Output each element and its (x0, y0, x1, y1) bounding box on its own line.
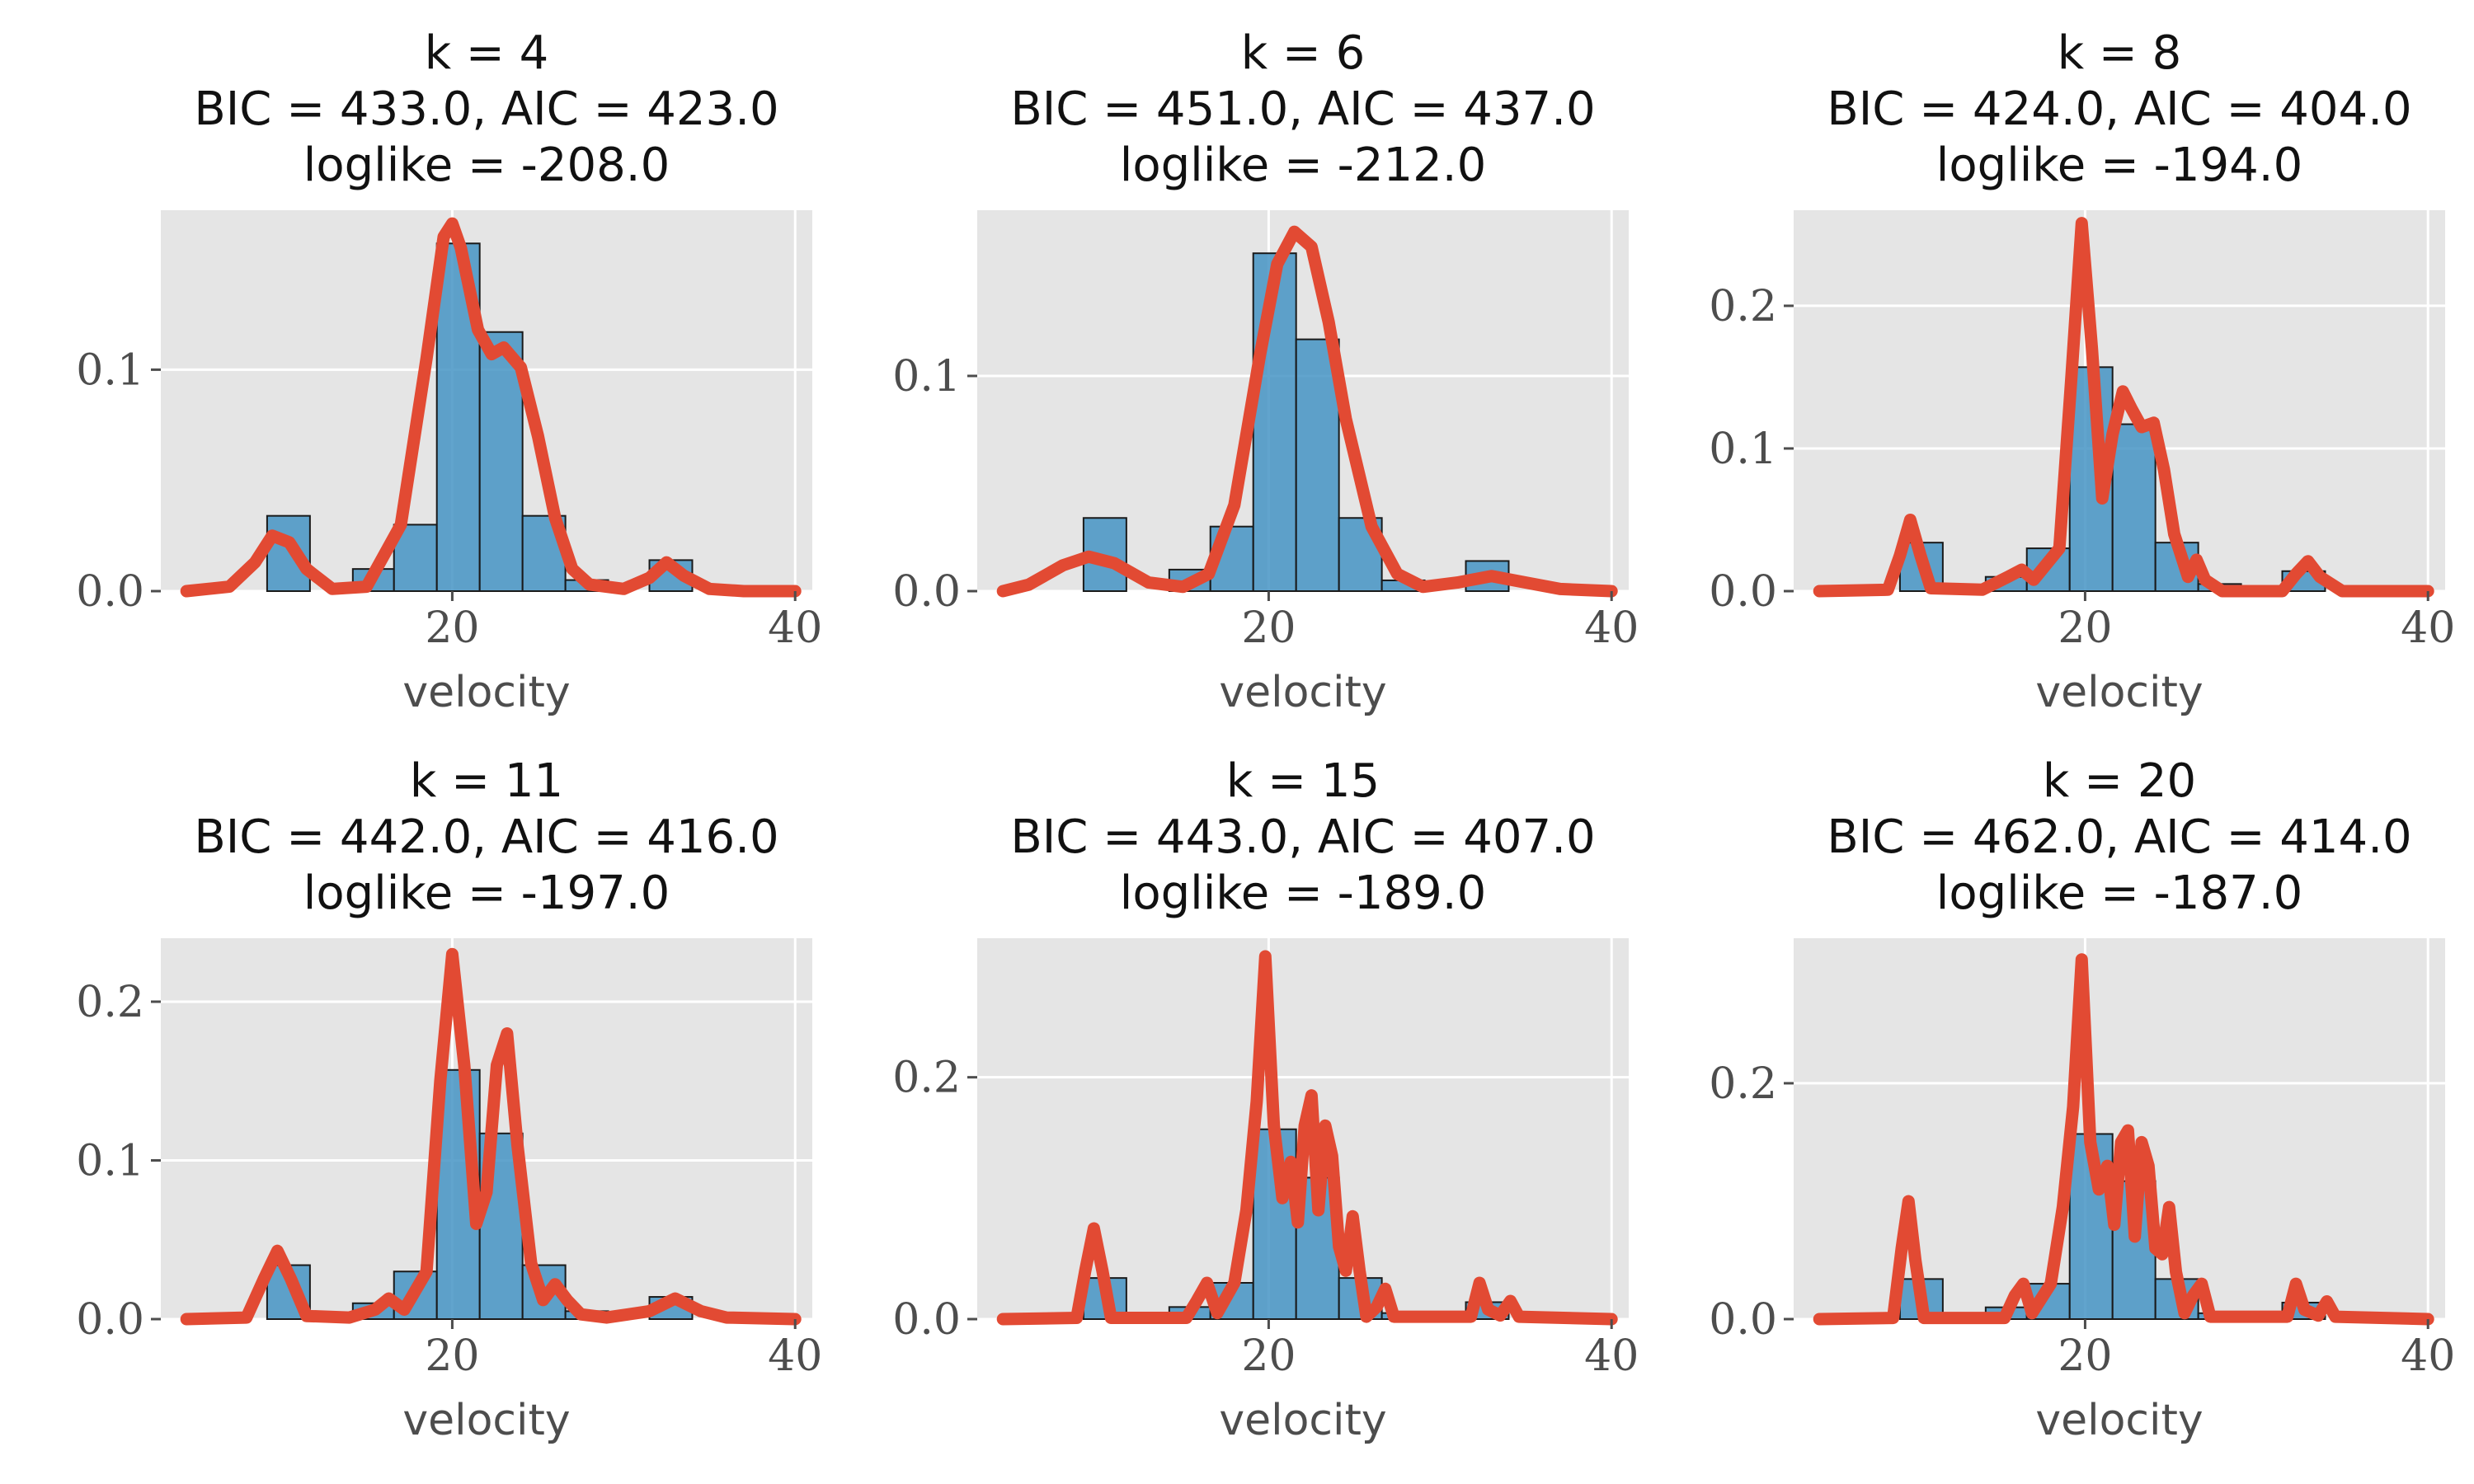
y-tick-label: 0.0 (1709, 1295, 1777, 1345)
y-tick-label: 0.2 (1709, 282, 1777, 331)
subplot-title-line: loglike = -189.0 (1120, 866, 1486, 920)
subplot-title-line: BIC = 462.0, AIC = 414.0 (1827, 810, 2411, 864)
y-tick-label: 0.1 (1709, 425, 1777, 474)
y-tick-label: 0.2 (76, 978, 144, 1027)
x-tick-label: 40 (1584, 603, 1639, 653)
subplot-title-line: k = 8 (2058, 26, 2182, 80)
y-tick-label: 0.0 (892, 567, 961, 617)
x-tick-label: 20 (425, 1331, 479, 1381)
subplot-title-line: k = 4 (425, 26, 549, 80)
subplot-title-line: BIC = 451.0, AIC = 437.0 (1010, 82, 1595, 136)
density-curve (1813, 217, 2434, 598)
x-tick-label: 20 (2058, 1331, 2112, 1381)
subplot-title-line: k = 20 (2043, 754, 2196, 808)
subplot-title-line: BIC = 433.0, AIC = 423.0 (194, 82, 778, 136)
subplot-title-line: loglike = -194.0 (1936, 139, 2302, 192)
histogram-bar (2111, 423, 2157, 592)
x-axis-label: velocity (1219, 1396, 1386, 1445)
x-axis-label: velocity (2035, 1396, 2203, 1445)
subplot-title-line: loglike = -187.0 (1936, 866, 2302, 920)
x-tick-label: 20 (1241, 1331, 1296, 1381)
x-axis-label: velocity (1219, 668, 1386, 717)
x-tick-label: 40 (768, 1331, 822, 1381)
subplot-title-line: k = 11 (410, 754, 563, 808)
y-tick-label: 0.1 (76, 345, 144, 395)
x-axis-label: velocity (402, 668, 570, 717)
subplot-title-line: BIC = 443.0, AIC = 407.0 (1010, 810, 1595, 864)
density-curve (1813, 953, 2434, 1326)
x-tick-label: 40 (768, 603, 822, 653)
density-curve (180, 947, 802, 1326)
subplot-title-line: loglike = -212.0 (1120, 139, 1486, 192)
x-tick-label: 20 (2058, 603, 2112, 653)
histogram-bar (435, 242, 481, 592)
subplot-title-line: loglike = -208.0 (303, 139, 670, 192)
subplot-title-line: BIC = 424.0, AIC = 404.0 (1827, 82, 2411, 136)
y-tick-label: 0.0 (76, 1295, 144, 1345)
y-tick-label: 0.0 (1709, 567, 1777, 617)
subplot-title-line: BIC = 442.0, AIC = 416.0 (194, 810, 778, 864)
x-tick-label: 40 (2401, 603, 2455, 653)
density-curve (996, 225, 1618, 598)
x-tick-label: 20 (425, 603, 479, 653)
y-tick-label: 0.2 (892, 1054, 961, 1103)
density-curve (996, 950, 1618, 1326)
x-axis-label: velocity (2035, 668, 2203, 717)
x-tick-label: 20 (1241, 603, 1296, 653)
y-tick-label: 0.1 (892, 352, 961, 402)
subplot-title-line: k = 6 (1241, 26, 1366, 80)
y-tick-label: 0.2 (1709, 1059, 1777, 1109)
histogram-bar (478, 331, 524, 592)
x-tick-label: 40 (1584, 1331, 1639, 1381)
subplot-title-line: k = 15 (1226, 754, 1380, 808)
density-curve (180, 217, 802, 598)
y-tick-label: 0.0 (76, 567, 144, 617)
x-axis-label: velocity (402, 1396, 570, 1445)
y-tick-label: 0.0 (892, 1295, 961, 1345)
subplot-title-line: loglike = -197.0 (303, 866, 670, 920)
histogram-bar (1295, 338, 1340, 592)
x-tick-label: 40 (2401, 1331, 2455, 1381)
y-tick-label: 0.1 (76, 1137, 144, 1186)
